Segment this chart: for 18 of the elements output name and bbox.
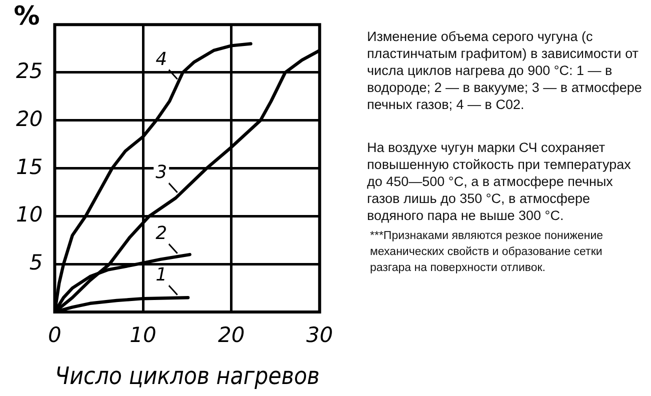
x-tick-label: 30	[306, 323, 334, 348]
series-label: 2	[156, 223, 168, 244]
legend-label: 1	[156, 264, 168, 286]
text: ***Признаками являются резкое понижение механических свойств и образование сетки разгара на поверхности отливок.	[370, 229, 604, 276]
y-axis-title: %	[14, 1, 40, 32]
x-axis-title: Число циклов нагревов	[54, 362, 320, 390]
y-tick-label: 5	[29, 250, 43, 275]
series-label: 4	[156, 48, 168, 70]
y-tick-label: 10	[16, 202, 43, 227]
y-tick-label: 25	[16, 58, 43, 83]
series-label: 3	[156, 162, 168, 184]
text: На воздухе чугун марки СЧ сохраняет повышенную стойкость при температурах до 450—500 °С, а в атмосфере печных газов лишь до 350 °С, в атмосфере водяного пара не выше 300 °С.	[367, 139, 632, 224]
y-tick-label: 20	[16, 106, 43, 131]
y-tick-label: 15	[16, 154, 43, 179]
x-tick-label: 10	[130, 323, 156, 348]
x-tick-label: 0	[48, 323, 62, 348]
text: Изменение объема серого чугуна (с пластинчатым графитом) в зависимости от числа циклов нагрева до 900 °С: 1 — в водороде; 2 — в вакууме; 3 — в атмосфере печных газов; 4 — в С02.	[367, 28, 642, 113]
x-tick-label: 20	[218, 323, 245, 348]
